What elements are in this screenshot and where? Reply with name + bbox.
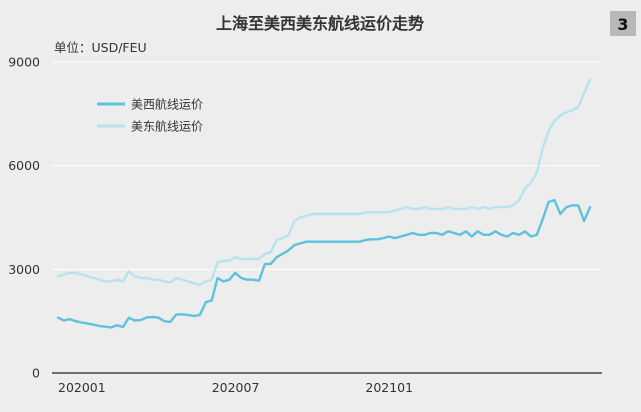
- page-number: 3: [617, 15, 628, 34]
- unit-label: 单位：USD/FEU: [54, 40, 147, 55]
- x-tick-labels: 202001 202007 202101: [58, 380, 413, 395]
- chart-title: 上海至美西美东航线运价走势: [216, 14, 424, 33]
- y-tick-labels: 0 3000 6000 9000: [8, 55, 40, 381]
- x-tick-label: 202007: [212, 380, 260, 395]
- series-line-1: [56, 78, 592, 287]
- page-number-badge: [610, 11, 636, 36]
- y-tick-label: 3000: [8, 262, 40, 277]
- grid-lines: [52, 61, 602, 270]
- y-tick-label: 0: [32, 366, 40, 381]
- y-tick-label: 6000: [8, 158, 40, 173]
- legend-label: 美西航线运价: [131, 97, 203, 112]
- legend-label: 美东航线运价: [131, 119, 203, 134]
- x-tick-label: 202001: [58, 380, 106, 395]
- series-line-0: [56, 198, 592, 329]
- series-lines: [56, 78, 592, 329]
- y-tick-label: 9000: [8, 55, 40, 70]
- x-tick-label: 202101: [365, 380, 413, 395]
